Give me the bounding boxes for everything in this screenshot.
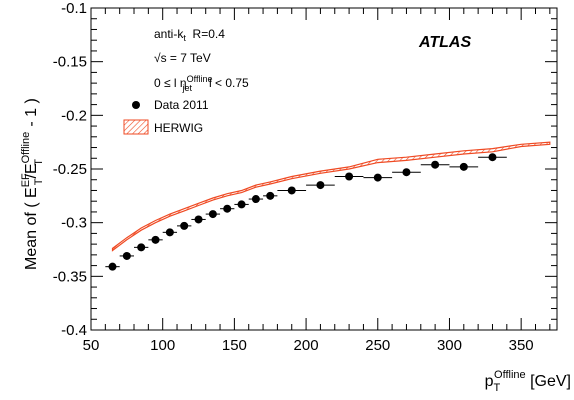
- data-point: [431, 160, 440, 169]
- y-tick-labels: -0.4 -0.35 -0.3 -0.25 -0.2 -0.15 -0.1: [53, 0, 87, 339]
- legend: Data 2011 HERWIG: [123, 98, 209, 135]
- herwig-band: [111, 141, 551, 252]
- data-point: [402, 168, 411, 177]
- data-point: [137, 243, 146, 252]
- y-tick-label: -0.3: [61, 215, 87, 232]
- data-point: [208, 210, 217, 219]
- data-point: [488, 153, 497, 162]
- data-point: [180, 221, 189, 230]
- x-tick-label: 150: [222, 337, 247, 354]
- data-point: [223, 204, 232, 213]
- data-point: [251, 195, 260, 204]
- data-point: [287, 186, 296, 195]
- atlas-label: ATLAS: [418, 34, 471, 51]
- annotation-energy: √s = 7 TeV: [154, 51, 211, 65]
- data-point: [122, 251, 131, 260]
- data-point: [316, 181, 325, 190]
- legend-marker-herwig: [123, 119, 149, 135]
- x-tick-label: 100: [150, 337, 175, 354]
- annotation-eta-range: 0 ≤ l ηOffline jet l < 0.75: [154, 74, 249, 93]
- legend-label-data: Data 2011: [154, 98, 209, 112]
- y-tick-label: -0.35: [53, 268, 87, 285]
- legend-label-herwig: HERWIG: [154, 121, 203, 135]
- data-point: [345, 172, 354, 181]
- x-tick-label: 350: [509, 337, 534, 354]
- axis-ticks: [90, 7, 557, 331]
- annotation-jet-algorithm: anti-kt R=0.4: [154, 27, 225, 43]
- data-point: [373, 173, 382, 182]
- data-point: [459, 162, 468, 171]
- data-point: [165, 228, 174, 237]
- x-tick-label: 250: [365, 337, 390, 354]
- y-tick-label: -0.1: [61, 0, 87, 17]
- y-axis-title: Mean of ( EEFT/EOfflineT - 1 ): [20, 98, 45, 270]
- x-tick-label: 300: [437, 337, 462, 354]
- x-tick-label: 50: [83, 337, 100, 354]
- data-point: [237, 200, 246, 209]
- x-axis-title: pTOffline [GeV]: [485, 369, 571, 394]
- data-point: [108, 262, 117, 271]
- x-tick-labels: 50 100 150 200 250 300 350: [83, 337, 534, 354]
- data-point: [266, 191, 275, 200]
- legend-marker-data: [132, 101, 140, 109]
- y-tick-label: -0.2: [61, 107, 87, 124]
- y-tick-label: -0.15: [53, 54, 87, 71]
- y-tick-label: -0.25: [53, 161, 87, 178]
- data-point: [194, 215, 203, 224]
- data-point: [151, 235, 160, 244]
- x-tick-label: 200: [294, 337, 319, 354]
- y-tick-label: -0.4: [61, 322, 87, 339]
- series-layer: [105, 141, 551, 271]
